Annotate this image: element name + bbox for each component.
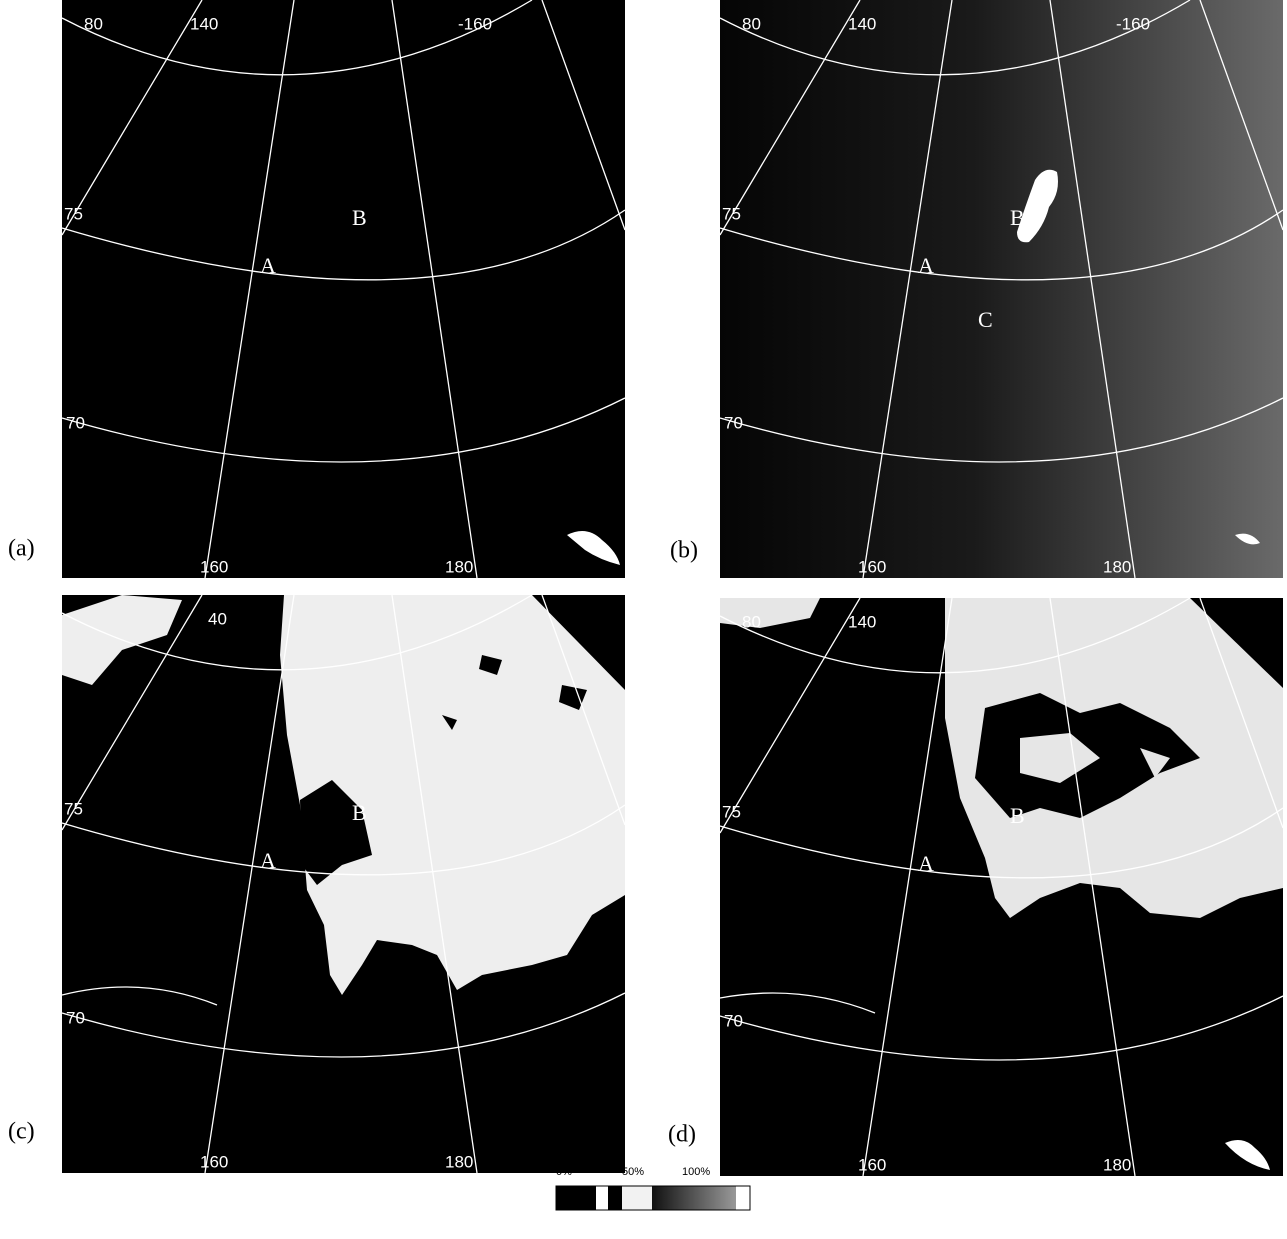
grid-label: 160 <box>200 557 228 576</box>
grid-label: 70 <box>724 413 743 432</box>
panel-label: (c) <box>8 1119 35 1145</box>
point-label: B <box>352 205 367 230</box>
grid-label: 75 <box>64 204 83 223</box>
point-label: A <box>918 851 934 876</box>
grid-label: 80 <box>84 14 103 33</box>
panel-label: (a) <box>8 536 35 562</box>
colorbar-label: 50% <box>622 1166 644 1178</box>
colorbar-segment <box>556 1186 596 1210</box>
colorbar-label: 0% <box>556 1166 572 1178</box>
point-label: A <box>260 253 276 278</box>
grid-label: -160 <box>458 14 492 33</box>
colorbar-label: 100% <box>682 1166 710 1178</box>
grid-label: 160 <box>200 1152 228 1171</box>
grid-label: 180 <box>1103 557 1131 576</box>
map-panel: 80 140 -160 75 70 160 180 A B C <box>720 0 1283 578</box>
map-background <box>720 0 1283 578</box>
grid-label: 140 <box>848 612 876 631</box>
colorbar-segment <box>736 1186 750 1210</box>
point-label: B <box>352 800 367 825</box>
grid-label: 75 <box>722 204 741 223</box>
point-label: A <box>918 253 934 278</box>
colorbar-label: >130% <box>725 1166 760 1178</box>
grid-label: 75 <box>64 799 83 818</box>
panel-label: (b) <box>670 538 698 564</box>
colorbar <box>556 1186 750 1210</box>
grid-label: 80 <box>742 612 761 631</box>
grid-label: 160 <box>858 1155 886 1174</box>
grid-label: 70 <box>66 413 85 432</box>
grid-label: 70 <box>724 1011 743 1030</box>
grid-label: 180 <box>445 1152 473 1171</box>
grid-label: 40 <box>208 609 227 628</box>
grid-label: -160 <box>1116 14 1150 33</box>
page: {"panels": [ {"label": "(a)", "grid_labe… <box>0 0 1287 1234</box>
grid-label: 140 <box>190 14 218 33</box>
grid-label: 160 <box>858 557 886 576</box>
grid-label: 80 <box>742 14 761 33</box>
grid-label: 70 <box>66 1008 85 1027</box>
colorbar-segment <box>652 1186 736 1210</box>
grid-label: 180 <box>1103 1155 1131 1174</box>
map-panel: 40 75 70 160 180 A B <box>62 595 625 1173</box>
colorbar-segment <box>622 1186 652 1210</box>
map-panel: 80 140 -160 75 70 160 180 A B <box>62 0 625 578</box>
grid-label: 180 <box>445 557 473 576</box>
colorbar-segment <box>608 1186 622 1210</box>
grid-label: 75 <box>722 802 741 821</box>
colorbar-segment <box>596 1186 608 1210</box>
point-label: A <box>260 848 276 873</box>
point-label: C <box>978 307 993 332</box>
point-label: B <box>1010 803 1025 828</box>
map-background <box>62 0 625 578</box>
point-label: B <box>1010 205 1025 230</box>
grid-label: 140 <box>848 14 876 33</box>
map-panel: 80 140 75 70 160 180 A B <box>720 598 1283 1176</box>
figure: 80 140 -160 75 70 160 180 A B 80 140 -160 75 70 160 18… <box>0 0 1287 1234</box>
panel-label: (d) <box>668 1122 696 1148</box>
